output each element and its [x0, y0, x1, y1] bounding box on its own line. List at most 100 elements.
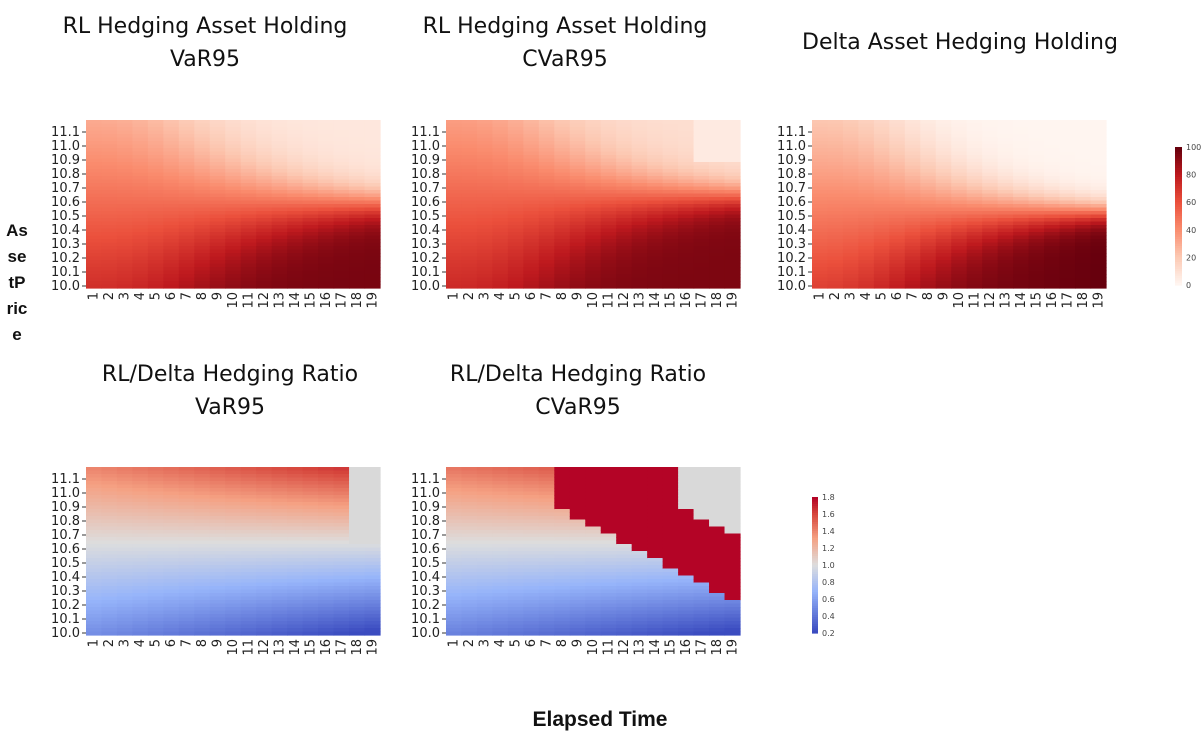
heatmap-cell [1028, 263, 1045, 268]
heatmap-cell [507, 624, 524, 629]
heatmap-cell [132, 512, 149, 517]
heatmap-cell [724, 256, 741, 261]
heatmap-cell [318, 253, 335, 258]
heatmap-cell [997, 127, 1014, 132]
heatmap-cell [709, 624, 726, 629]
heatmap-cell [209, 544, 226, 549]
heatmap-cell [1028, 137, 1045, 142]
heatmap-cell [147, 274, 164, 279]
heatmap-cell [1044, 225, 1061, 230]
heatmap-cell [461, 593, 478, 598]
heatmap-cell [858, 137, 875, 142]
heatmap-cell [827, 190, 844, 195]
heatmap-cell [631, 151, 648, 156]
y-tick-label: 10.8 [51, 514, 80, 529]
heatmap-cell [287, 512, 304, 517]
heatmap-cell [585, 537, 602, 542]
heatmap-cell [693, 470, 710, 475]
colorbar-tick-label: 40 [1186, 226, 1196, 235]
heatmap-cell [1028, 274, 1045, 279]
heatmap-cell [507, 488, 524, 493]
heatmap-cell [997, 253, 1014, 258]
heatmap-cell [476, 610, 494, 615]
heatmap-cell [554, 547, 571, 552]
heatmap-cell [194, 586, 211, 591]
heatmap-cell [600, 523, 617, 528]
heatmap-cell [507, 579, 524, 584]
heatmap-cell [842, 274, 860, 279]
heatmap-cell [287, 624, 304, 629]
heatmap-cell [827, 127, 844, 132]
heatmap-cell [678, 228, 695, 233]
heatmap-cell [585, 624, 602, 629]
heatmap-cell [1044, 256, 1061, 261]
heatmap-cell [842, 120, 860, 125]
heatmap-cell [647, 207, 664, 212]
heatmap-cell [225, 540, 242, 545]
colorbar-swatch [1175, 204, 1182, 208]
heatmap-cell [194, 512, 211, 517]
heatmap-cell [507, 477, 524, 482]
x-tick-label: 4 [859, 292, 874, 300]
heatmap-cell [709, 207, 726, 212]
heatmap-cell [920, 162, 937, 167]
heatmap-cell [523, 242, 540, 247]
heatmap-cell [209, 589, 226, 594]
heatmap-cell [271, 260, 288, 265]
heatmap-cell [132, 474, 149, 479]
heatmap-cell [101, 207, 118, 212]
heatmap-cell [302, 123, 319, 128]
heatmap-cell [507, 162, 524, 167]
heatmap-cell [662, 284, 679, 289]
heatmap-cell [194, 614, 211, 619]
heatmap-cell [858, 284, 875, 289]
heatmap-cell [523, 228, 540, 233]
heatmap-cell [163, 537, 180, 542]
heatmap-cell [1075, 200, 1092, 205]
heatmap-cell [209, 274, 226, 279]
colorbar-swatch [812, 533, 818, 537]
heatmap-cell [287, 488, 304, 493]
heatmap-cell [538, 172, 555, 177]
heatmap-cell [693, 624, 710, 629]
heatmap-cell [178, 505, 195, 510]
heatmap-cell [523, 218, 540, 223]
heatmap-cell [492, 554, 509, 559]
heatmap-cell [86, 228, 103, 233]
heatmap-cell [507, 211, 524, 216]
y-tick-label: 10.8 [411, 514, 440, 529]
heatmap-cell [920, 144, 937, 149]
heatmap-cell [709, 144, 726, 149]
heatmap-cell [904, 281, 921, 286]
heatmap-cell [647, 558, 664, 563]
heatmap-cell [287, 614, 304, 619]
heatmap-cell [842, 218, 860, 223]
y-tick-label: 10.9 [51, 153, 80, 168]
heatmap-cell [538, 516, 555, 521]
heatmap-cell [569, 551, 586, 556]
heatmap-cell [966, 267, 983, 272]
heatmap-cell [225, 593, 242, 598]
heatmap-cell [225, 610, 242, 615]
heatmap-cell [693, 575, 710, 580]
colorbar-swatch [812, 521, 818, 525]
heatmap-cell [287, 274, 304, 279]
heatmap-cell [116, 249, 134, 254]
colorbar-swatch [1175, 271, 1182, 275]
heatmap-cell [287, 551, 304, 556]
heatmap-cell [982, 235, 999, 240]
heatmap-cell [364, 218, 381, 223]
heatmap-cell [812, 179, 829, 184]
heatmap-cell [86, 197, 103, 202]
heatmap-cell [364, 134, 381, 139]
heatmap-cell [194, 596, 211, 601]
heatmap-cell [492, 249, 509, 254]
heatmap-cell [132, 134, 149, 139]
heatmap-cell [904, 186, 921, 191]
heatmap-cell [873, 123, 890, 128]
heatmap-cell [132, 144, 149, 149]
heatmap-cell [507, 242, 524, 247]
heatmap-cell [318, 183, 335, 188]
heatmap-cell [209, 190, 226, 195]
heatmap-cell [1013, 277, 1030, 282]
